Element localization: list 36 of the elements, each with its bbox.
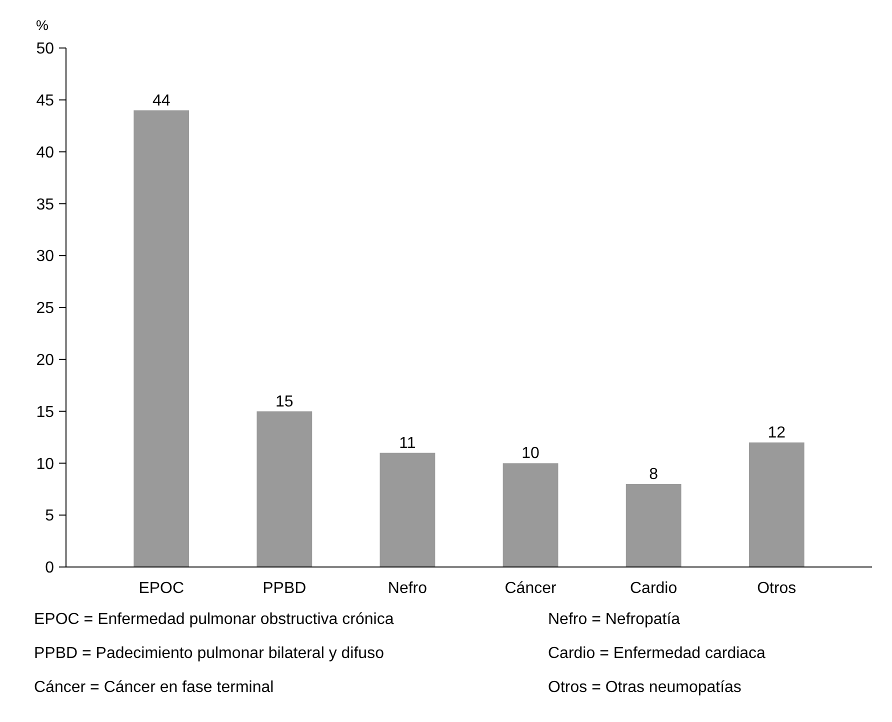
data-label: 8 <box>649 466 658 483</box>
text: Otros = Otras neumopatías <box>548 679 742 696</box>
text: PPBD = Padecimiento pulmonar bilateral y difuso <box>34 645 384 662</box>
text: EPOC = Enfermedad pulmonar obstructiva crónica <box>34 611 394 628</box>
bar <box>380 452 436 567</box>
bar <box>134 110 190 567</box>
data-label: 10 <box>522 445 540 462</box>
y-tick-label: 45 <box>36 92 54 110</box>
y-tick-label: 40 <box>36 144 54 162</box>
bar <box>502 463 558 567</box>
data-label: 15 <box>276 393 294 410</box>
y-tick-label: 20 <box>36 352 54 369</box>
x-tick-label: Otros <box>757 580 796 597</box>
x-tick-label: PPBD <box>262 580 306 597</box>
bar <box>626 484 682 567</box>
text: Nefro = Nefropatía <box>548 611 680 628</box>
bar <box>748 442 804 567</box>
data-label: 11 <box>399 434 416 452</box>
y-tick-label: 30 <box>36 248 54 266</box>
y-tick-label: 35 <box>36 196 54 214</box>
y-tick-label: 5 <box>45 508 54 525</box>
text: Cardio = Enfermedad cardiaca <box>548 645 766 662</box>
x-tick-label: Cáncer <box>504 580 557 597</box>
y-tick-label: 0 <box>45 560 54 577</box>
data-label: 44 <box>152 92 170 110</box>
bar <box>256 411 312 567</box>
data-label: 12 <box>768 424 786 442</box>
y-tick-label: 25 <box>36 300 54 318</box>
y-axis-title: % <box>36 17 48 33</box>
x-tick-label: Nefro <box>388 580 428 597</box>
y-tick-label: 10 <box>36 456 54 473</box>
y-tick-label: 15 <box>36 404 54 421</box>
x-tick-label: Cardio <box>630 580 678 597</box>
text: Cáncer = Cáncer en fase terminal <box>34 679 274 696</box>
x-tick-label: EPOC <box>138 580 184 597</box>
y-tick-label: 50 <box>36 40 54 58</box>
